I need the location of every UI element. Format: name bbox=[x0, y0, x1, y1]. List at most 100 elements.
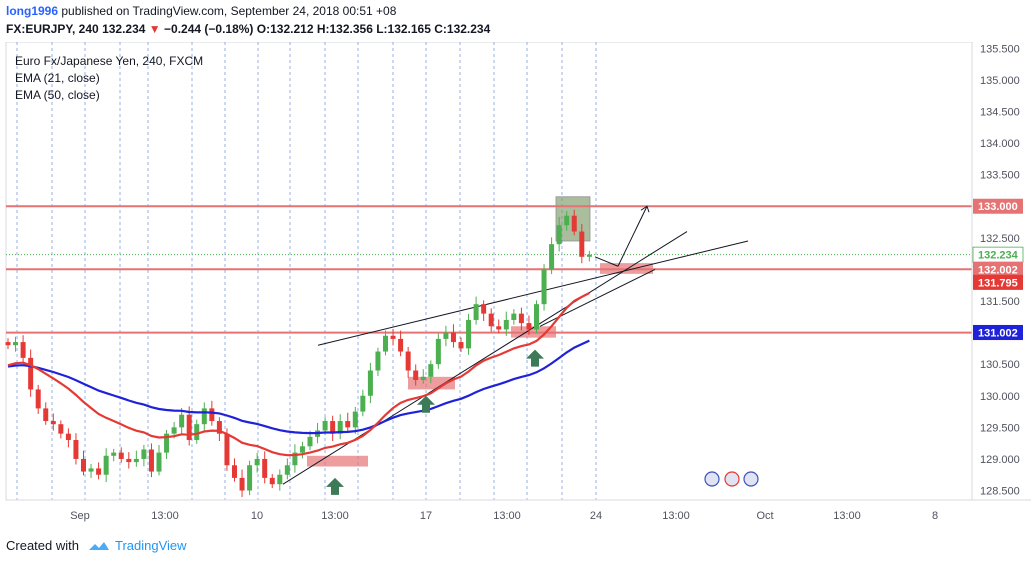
candle-55 bbox=[420, 369, 426, 384]
candle-31 bbox=[239, 469, 245, 497]
price-label-bg bbox=[973, 198, 1023, 214]
legend-symbol: Euro Fx/Japanese Yen, 240, FXCM bbox=[15, 54, 203, 68]
author-link[interactable]: long1996 bbox=[6, 4, 59, 18]
price-label-0: 133.000 bbox=[973, 198, 1023, 214]
time-tick-8: Oct bbox=[756, 510, 773, 522]
candle-body bbox=[496, 326, 502, 330]
price-label-bg bbox=[973, 261, 1023, 277]
time-axis[interactable]: Sep 13:00 10 13:00 17 13:00 24 13:00 Oct 13:00 8 bbox=[6, 499, 1031, 522]
candle-8 bbox=[65, 428, 71, 448]
candle-body bbox=[443, 332, 449, 339]
price-label-text: 131.002 bbox=[978, 327, 1018, 339]
event-flag-icon bbox=[743, 471, 759, 487]
candle-body bbox=[50, 421, 56, 425]
time-tick-4: 17 bbox=[420, 510, 432, 522]
candle-63 bbox=[481, 300, 487, 321]
candle-body bbox=[398, 338, 404, 352]
candle-body bbox=[413, 370, 419, 380]
time-tick-5: 13:00 bbox=[493, 510, 521, 522]
price-tick-9: 133.500 bbox=[980, 170, 1020, 182]
up-arrow-icon bbox=[526, 349, 544, 367]
candle-62 bbox=[473, 296, 479, 325]
candle-body bbox=[390, 335, 396, 339]
price-axis[interactable]: 128.500 129.000 129.500 130.000 130.500 131.5… bbox=[971, 42, 1024, 500]
candle-body bbox=[141, 449, 147, 459]
candle-1 bbox=[13, 336, 19, 352]
candle-71 bbox=[541, 264, 547, 311]
candle-body bbox=[458, 342, 464, 349]
trend-line-3 bbox=[594, 256, 619, 267]
candle-4 bbox=[35, 384, 41, 414]
candle-body bbox=[20, 342, 26, 358]
candle-73 bbox=[556, 216, 562, 252]
publish-line: long1996 published on TradingView.com, S… bbox=[6, 4, 396, 18]
price-label-1: 132.234 bbox=[972, 246, 1024, 263]
time-tick-9: 13:00 bbox=[833, 510, 861, 522]
time-tick-10: 8 bbox=[932, 510, 938, 522]
candle-body bbox=[322, 421, 328, 431]
candle-body bbox=[284, 465, 290, 475]
candle-body bbox=[375, 351, 381, 371]
candle-30 bbox=[232, 458, 237, 482]
down-triangle-icon: ▼ bbox=[148, 22, 161, 36]
candle-body bbox=[488, 313, 494, 327]
candle-16 bbox=[126, 452, 132, 469]
time-tick-7: 13:00 bbox=[662, 510, 690, 522]
candle-body bbox=[118, 452, 124, 459]
candle-37 bbox=[284, 458, 290, 480]
candle-body bbox=[292, 452, 298, 466]
time-tick-2: 10 bbox=[251, 510, 263, 522]
chart-area[interactable]: Euro Fx/Japanese Yen, 240, FXCM EMA (21,… bbox=[0, 41, 1031, 528]
candle-28 bbox=[216, 417, 222, 441]
plot-frame bbox=[5, 41, 973, 501]
price-chart[interactable]: Euro Fx/Japanese Yen, 240, FXCM EMA (21,… bbox=[0, 41, 1031, 528]
candle-15 bbox=[118, 447, 124, 463]
candle-body bbox=[186, 414, 192, 440]
candle-body bbox=[5, 342, 11, 346]
candle-body bbox=[405, 351, 411, 371]
candle-59 bbox=[450, 324, 456, 348]
candle-72 bbox=[549, 237, 555, 275]
price-label-text: 132.234 bbox=[978, 250, 1019, 262]
candle-18 bbox=[141, 444, 147, 467]
candle-43 bbox=[330, 415, 336, 441]
price-label-text: 133.000 bbox=[978, 201, 1018, 213]
candle-body bbox=[239, 477, 245, 491]
candle-body bbox=[254, 458, 260, 466]
cloud-icon bbox=[88, 541, 109, 550]
price-label-3: 131.795 bbox=[973, 274, 1023, 290]
candle-13 bbox=[103, 448, 109, 483]
price-tick-4: 130.500 bbox=[980, 359, 1020, 371]
candle-49 bbox=[375, 347, 381, 377]
candle-32 bbox=[247, 460, 253, 496]
tradingview-logo[interactable]: TradingView bbox=[87, 538, 187, 553]
candle-body bbox=[13, 342, 19, 346]
candle-body bbox=[435, 338, 441, 365]
chart-legend: Euro Fx/Japanese Yen, 240, FXCM EMA (21,… bbox=[15, 54, 203, 102]
candle-60 bbox=[458, 337, 464, 353]
candle-body bbox=[299, 446, 305, 453]
candle-body bbox=[262, 458, 268, 478]
candle-11 bbox=[88, 463, 94, 479]
created-with-text: Created with bbox=[6, 538, 79, 553]
candle-26 bbox=[201, 402, 207, 431]
candle-body bbox=[156, 452, 162, 472]
candle-body bbox=[450, 332, 456, 343]
candle-body bbox=[307, 436, 313, 447]
price-tick-12: 135.000 bbox=[980, 75, 1020, 87]
candle-body bbox=[534, 304, 539, 330]
candle-23 bbox=[179, 407, 185, 435]
candle-body bbox=[360, 395, 366, 412]
arrowhead bbox=[640, 205, 650, 213]
ema21-line bbox=[7, 292, 590, 457]
candle-body bbox=[269, 477, 275, 485]
candle-body bbox=[224, 433, 230, 466]
candle-17 bbox=[133, 450, 139, 467]
candle-67 bbox=[511, 309, 517, 325]
up-arrow-icon bbox=[326, 477, 344, 495]
candle-body bbox=[556, 225, 562, 245]
candle-46 bbox=[352, 407, 358, 434]
candle-body bbox=[28, 357, 34, 390]
candle-body bbox=[541, 269, 547, 305]
economic-events[interactable] bbox=[704, 471, 759, 487]
